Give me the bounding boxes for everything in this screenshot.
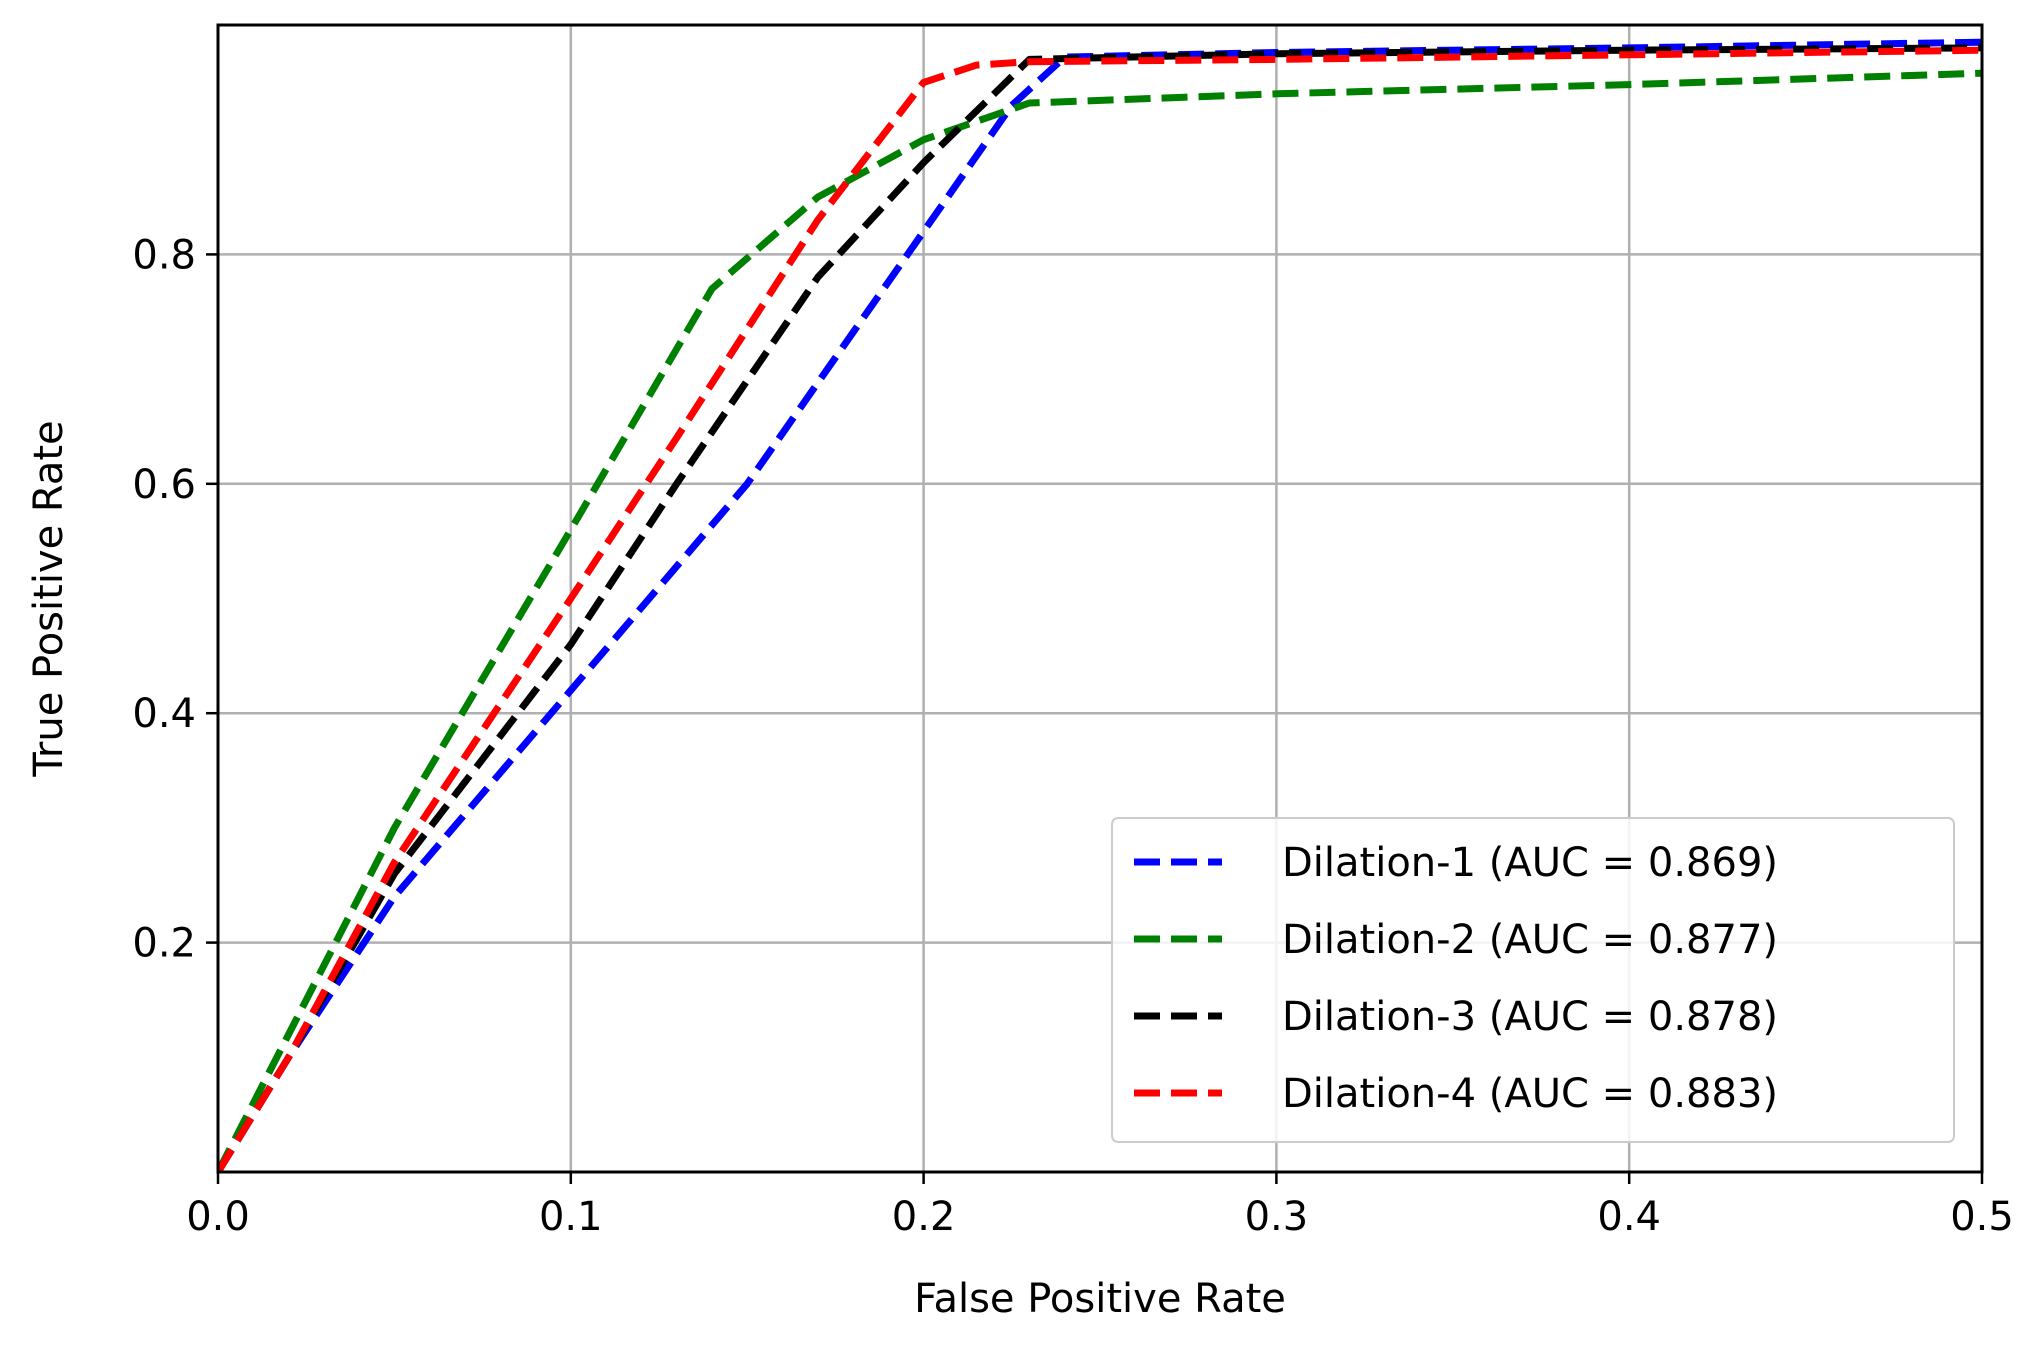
legend: Dilation-1 (AUC = 0.869) Dilation-2 (AUC … [1111,817,1955,1143]
series-group [218,38,1982,1172]
legend-box [1111,817,1955,1143]
legend-label-dilation-1: Dilation-1 (AUC = 0.869) [1282,840,1778,886]
legend-entries: Dilation-1 (AUC = 0.869) Dilation-2 (AUC … [1134,840,1778,1117]
y-tick-label-3: 0.8 [132,232,196,278]
y-tick-label-1: 0.4 [132,691,196,737]
plot-frame [216,23,1984,1174]
x-tick-label-4: 0.4 [1597,1194,1661,1240]
grid-lines [218,25,1982,1172]
legend-label-dilation-2: Dilation-2 (AUC = 0.877) [1282,917,1778,963]
x-axis-label: False Positive Rate [914,1276,1286,1322]
x-tick-label-2: 0.2 [892,1194,956,1240]
y-tick-label-2: 0.6 [132,462,196,508]
series-line-dilation-2 [218,69,1982,1172]
x-tick-label-1: 0.1 [539,1194,603,1240]
y-tick-label-0: 0.2 [132,921,196,967]
series-line-dilation-4 [218,46,1982,1172]
series-line-dilation-1 [218,38,1982,1172]
legend-label-dilation-3: Dilation-3 (AUC = 0.878) [1282,994,1778,1040]
legend-label-dilation-4: Dilation-4 (AUC = 0.883) [1282,1071,1778,1117]
series-lines [218,38,1982,1172]
x-tick-label-5: 0.5 [1950,1194,2014,1240]
x-tick-label-0: 0.0 [186,1194,250,1240]
y-axis-label: True Positive Rate [26,420,72,777]
x-tick-label-3: 0.3 [1245,1194,1309,1240]
axis-ticks: 0.0 0.1 0.2 0.3 0.4 0.5 0.2 0.4 0.6 0.8 [132,232,2013,1240]
series-line-dilation-3 [218,44,1982,1172]
